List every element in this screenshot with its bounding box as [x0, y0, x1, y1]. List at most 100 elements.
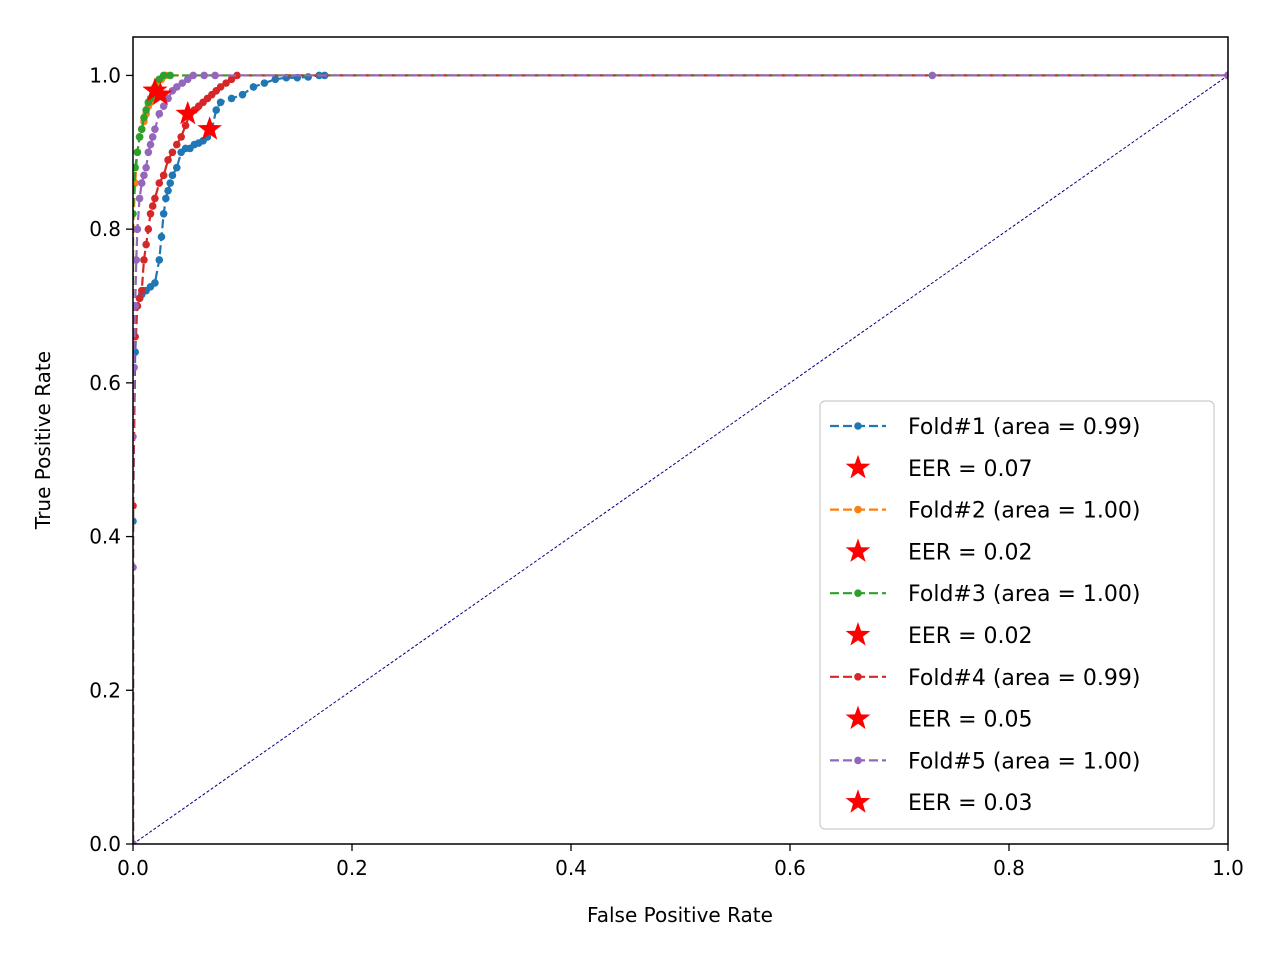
legend-dot-fold-5	[854, 756, 862, 765]
series-fold-3	[133, 71, 1228, 844]
roc-point-fold-4	[151, 194, 159, 203]
legend-label-fold-5: Fold#5 (area = 1.00)	[908, 749, 1140, 774]
roc-point-fold-1	[151, 279, 159, 287]
roc-point-fold-4	[135, 294, 144, 303]
roc-point-fold-1	[166, 179, 175, 187]
roc-point-fold-5	[133, 225, 142, 233]
roc-point-fold-3	[137, 125, 146, 134]
roc-point-fold-1	[216, 98, 225, 107]
legend-eer-label-fold-2: EER = 0.02	[908, 540, 1033, 565]
x-tick-label: 0.2	[336, 856, 368, 880]
y-tick-label: 0.0	[89, 832, 121, 856]
legend: Fold#1 (area = 0.99) EER = 0.07 Fold#2 (ar…	[819, 400, 1215, 830]
legend-eer-label-fold-1: EER = 0.07	[908, 457, 1033, 482]
roc-point-fold-4	[144, 225, 153, 233]
y-tick-label: 0.2	[89, 678, 121, 702]
roc-point-fold-1	[155, 256, 164, 264]
roc-point-fold-5	[159, 102, 168, 110]
roc-point-fold-3	[166, 71, 175, 80]
roc-point-fold-5	[200, 71, 208, 80]
x-tick-label: 0.4	[555, 856, 587, 880]
roc-point-fold-1	[249, 83, 258, 91]
legend-dot-fold-3	[854, 589, 862, 597]
legend-frame	[819, 400, 1215, 830]
chance-line	[133, 75, 1228, 844]
roc-point-fold-1	[212, 106, 221, 114]
roc-point-fold-1	[162, 194, 170, 203]
legend-dot-fold-2	[854, 505, 862, 514]
roc-point-fold-5	[1224, 71, 1228, 80]
eer-marker-fold-3	[142, 77, 168, 102]
roc-point-fold-5	[189, 71, 198, 80]
roc-point-fold-5	[151, 125, 159, 134]
roc-point-fold-3	[133, 148, 142, 157]
roc-point-fold-3	[140, 113, 148, 122]
legend-eer-label-fold-3: EER = 0.02	[908, 624, 1033, 649]
roc-point-fold-5	[140, 171, 148, 180]
legend-label-fold-4: Fold#4 (area = 0.99)	[908, 666, 1140, 691]
roc-point-fold-4	[177, 133, 185, 141]
roc-point-fold-4	[168, 148, 177, 157]
eer-marker-fold-1	[197, 116, 223, 140]
roc-point-fold-4	[173, 140, 181, 149]
roc-point-fold-5	[133, 840, 137, 844]
roc-point-fold-3	[135, 133, 144, 141]
x-axis-label: False Positive Rate	[587, 903, 773, 927]
roc-point-fold-5	[928, 71, 937, 80]
y-tick-label: 0.4	[89, 525, 121, 549]
roc-point-fold-4	[233, 71, 241, 80]
roc-point-fold-5	[133, 256, 141, 264]
roc-point-fold-4	[148, 202, 157, 210]
roc-point-fold-4	[155, 179, 164, 187]
roc-point-fold-5	[178, 79, 187, 87]
roc-point-fold-1	[173, 163, 181, 172]
roc-point-fold-5	[211, 71, 219, 80]
legend-eer-marker-fold-1	[845, 454, 871, 479]
roc-point-fold-3	[159, 71, 168, 80]
roc-point-fold-1	[304, 73, 313, 81]
roc-point-fold-4	[140, 256, 148, 264]
ticks-layer: 0.0 0.2 0.4 0.6 0.8 1.0 0.0 0.2 0.4 0.6 0.8 1.0	[89, 63, 1244, 880]
roc-point-fold-4	[146, 209, 155, 218]
legend-eer-marker-fold-2	[845, 538, 871, 562]
y-tick-label: 0.6	[89, 371, 121, 395]
legend-label-fold-2: Fold#2 (area = 1.00)	[908, 499, 1140, 524]
roc-point-fold-5	[144, 148, 153, 157]
legend-eer-marker-fold-4	[845, 705, 871, 730]
roc-point-fold-1	[260, 79, 269, 87]
roc-point-fold-1	[227, 94, 236, 103]
roc-point-fold-4	[159, 171, 168, 180]
roc-point-fold-1	[164, 186, 172, 195]
roc-point-fold-2	[133, 179, 139, 187]
roc-point-fold-4	[216, 83, 225, 91]
roc-point-fold-5	[173, 83, 181, 91]
roc-point-fold-4	[227, 75, 236, 84]
legend-label-fold-3: Fold#3 (area = 1.00)	[908, 582, 1140, 607]
roc-point-fold-5	[155, 110, 164, 118]
roc-point-fold-1	[271, 75, 280, 84]
roc-point-fold-4	[222, 79, 230, 87]
series-layer	[133, 71, 1228, 844]
legend-dot-fold-1	[854, 422, 862, 430]
legend-eer-label-fold-4: EER = 0.05	[908, 708, 1033, 733]
legend-eer-label-fold-5: EER = 0.03	[908, 791, 1033, 816]
roc-point-fold-5	[133, 302, 139, 310]
eer-marker-fold-5	[148, 81, 173, 106]
y-axis-label: True Positive Rate	[31, 351, 55, 530]
series-fold-5	[133, 71, 1228, 844]
roc-point-fold-1	[238, 90, 247, 99]
roc-point-fold-5	[142, 163, 150, 172]
roc-point-fold-5	[146, 140, 155, 149]
y-tick-label: 1.0	[89, 63, 121, 87]
roc-point-fold-5	[183, 75, 192, 84]
legend-eer-marker-fold-3	[845, 622, 871, 646]
roc-point-fold-5	[137, 179, 146, 187]
roc-point-fold-5	[148, 133, 157, 141]
x-tick-label: 0.8	[993, 856, 1025, 880]
plot-frame	[132, 36, 1229, 845]
roc-point-fold-5	[133, 432, 137, 441]
y-tick-label: 0.8	[89, 217, 121, 241]
roc-point-fold-4	[181, 121, 190, 130]
roc-point-fold-4	[164, 156, 172, 164]
